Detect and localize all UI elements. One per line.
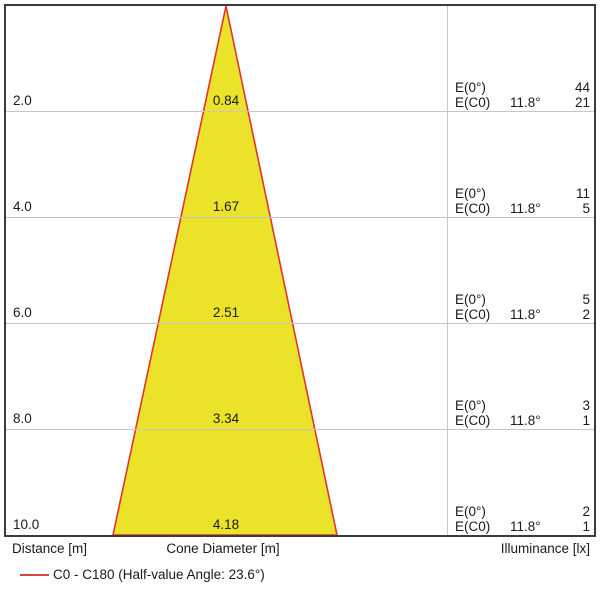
- ec0-line: E(C0) 11.8° 2: [455, 307, 590, 322]
- e0-label: E(0°): [455, 398, 486, 413]
- legend-line-swatch: [20, 573, 49, 576]
- illuminance-cell: E(0°) 11 E(C0) 11.8° 5: [455, 186, 590, 216]
- illuminance-cell: E(0°) 2 E(C0) 11.8° 1: [455, 504, 590, 534]
- e0-line: E(0°) 2: [455, 504, 590, 519]
- chart-area: 2.0 0.84 E(0°) 44 E(C0) 11.8° 21 4.0 1.6…: [4, 4, 596, 537]
- ec0-label: E(C0): [455, 95, 491, 110]
- ec0-value: 5: [582, 201, 590, 216]
- illuminance-cell: E(0°) 44 E(C0) 11.8° 21: [455, 80, 590, 110]
- legend-label: C0 - C180 (Half-value Angle: 23.6°): [53, 567, 265, 582]
- table-row: 6.0 2.51 E(0°) 5 E(C0) 11.8° 2: [6, 218, 594, 324]
- ec0-value: 1: [582, 413, 590, 428]
- ec0-label: E(C0): [455, 307, 491, 322]
- half-angle-value: 11.8°: [510, 201, 541, 216]
- half-angle-value: 11.8°: [510, 95, 541, 110]
- distance-rows: 2.0 0.84 E(0°) 44 E(C0) 11.8° 21 4.0 1.6…: [6, 6, 594, 535]
- table-row: 2.0 0.84 E(0°) 44 E(C0) 11.8° 21: [6, 6, 594, 112]
- table-row: 4.0 1.67 E(0°) 11 E(C0) 11.8° 5: [6, 112, 594, 218]
- ec0-line: E(C0) 11.8° 1: [455, 413, 590, 428]
- cone-shape: [112, 6, 338, 535]
- half-angle-value: 11.8°: [510, 413, 541, 428]
- ec0-label: E(C0): [455, 201, 491, 216]
- e0-line: E(0°) 44: [455, 80, 590, 95]
- column-divider: [447, 6, 448, 535]
- ec0-value: 1: [582, 519, 590, 534]
- ec0-line: E(C0) 11.8° 5: [455, 201, 590, 216]
- table-row: 10.0 4.18 E(0°) 2 E(C0) 11.8° 1: [6, 430, 594, 535]
- ec0-line: E(C0) 11.8° 1: [455, 519, 590, 534]
- half-angle-value: 11.8°: [510, 307, 541, 322]
- distance-value: 4.0: [13, 199, 32, 214]
- ec0-value: 2: [582, 307, 590, 322]
- e0-value: 44: [574, 80, 590, 95]
- e0-value: 11: [575, 186, 590, 201]
- e0-label: E(0°): [455, 292, 486, 307]
- e0-value: 2: [582, 504, 590, 519]
- cone-diameter-value: 3.34: [212, 411, 240, 426]
- e0-line: E(0°) 3: [455, 398, 590, 413]
- e0-label: E(0°): [455, 504, 486, 519]
- cone-diameter-value: 0.84: [212, 93, 240, 108]
- ec0-label: E(C0): [455, 519, 491, 534]
- illuminance-axis-label: Illuminance [lx]: [500, 541, 590, 556]
- cone-diameter-axis-label: Cone Diameter [m]: [166, 541, 280, 556]
- cone-diameter-value: 1.67: [212, 199, 240, 214]
- cone-diameter-value: 4.18: [212, 517, 240, 532]
- e0-line: E(0°) 5: [455, 292, 590, 307]
- distance-value: 10.0: [13, 517, 40, 532]
- ec0-label: E(C0): [455, 413, 491, 428]
- e0-value: 3: [582, 398, 590, 413]
- distance-value: 2.0: [13, 93, 32, 108]
- legend: C0 - C180 (Half-value Angle: 23.6°): [20, 567, 265, 582]
- e0-label: E(0°): [455, 186, 486, 201]
- ec0-value: 21: [574, 95, 590, 110]
- half-angle-value: 11.8°: [510, 519, 541, 534]
- distance-axis-label: Distance [m]: [12, 541, 88, 556]
- table-row: 8.0 3.34 E(0°) 3 E(C0) 11.8° 1: [6, 324, 594, 430]
- distance-value: 8.0: [13, 411, 32, 426]
- e0-value: 5: [582, 292, 590, 307]
- ec0-line: E(C0) 11.8° 21: [455, 95, 590, 110]
- distance-value: 6.0: [13, 305, 32, 320]
- e0-line: E(0°) 11: [455, 186, 590, 201]
- illuminance-cell: E(0°) 3 E(C0) 11.8° 1: [455, 398, 590, 428]
- cone-diameter-value: 2.51: [212, 305, 240, 320]
- illuminance-cell: E(0°) 5 E(C0) 11.8° 2: [455, 292, 590, 322]
- e0-label: E(0°): [455, 80, 486, 95]
- axis-labels: Distance [m] Cone Diameter [m] Illuminan…: [4, 541, 596, 558]
- light-cone: [112, 6, 338, 535]
